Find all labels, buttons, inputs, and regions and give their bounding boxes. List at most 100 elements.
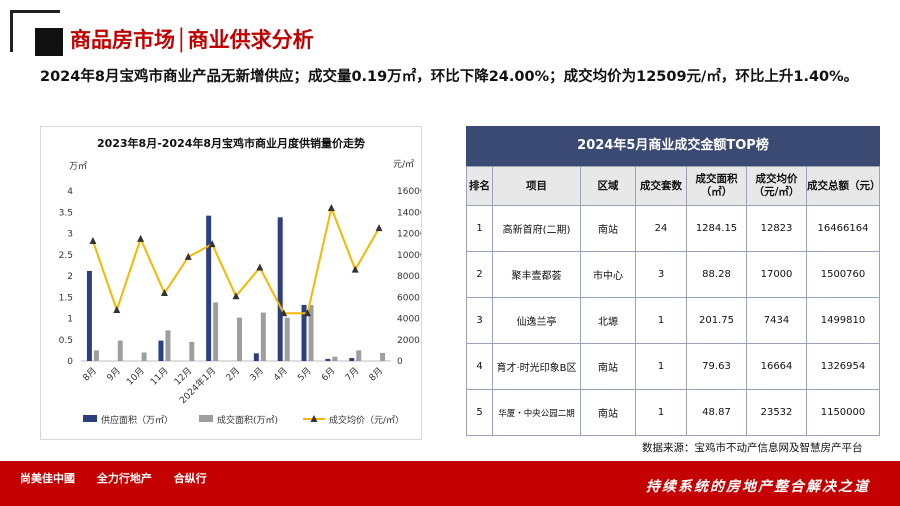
header-avg-price: 成交均价（元/㎡） (746, 166, 807, 206)
point-avg-price (208, 240, 216, 248)
footer-bar (0, 461, 900, 506)
y-right-tick-label: 6000 (397, 293, 420, 303)
bar-supply (158, 340, 164, 361)
bar-sales (380, 352, 386, 361)
bar-supply (325, 358, 331, 361)
cell-area: 48.87 (686, 389, 747, 436)
cell-district: 南站 (580, 205, 636, 252)
point-avg-price (113, 306, 121, 313)
x-tick-label: 5月 (295, 365, 313, 383)
footer-logos: 尚美佳中國 全力行地产 合纵行 (20, 470, 225, 486)
bar-sales (260, 312, 266, 361)
data-source-note: 数据来源：宝鸡市不动产信息网及智慧房产平台 (642, 442, 863, 454)
point-avg-price (327, 204, 335, 211)
point-avg-price (89, 236, 97, 244)
y-left-tick-label: 2.5 (59, 251, 73, 261)
cell-district: 南站 (580, 389, 636, 436)
table-row: 1 高新首府(二期) 南站 24 1284.15 12823 16466164 (466, 205, 880, 252)
corner-decoration (10, 10, 60, 13)
cell-project: 育才·时光印象B区 (492, 343, 581, 390)
cell-district: 北塬 (580, 297, 636, 344)
y-left-tick-label: 3 (67, 230, 73, 240)
table-row: 2 聚丰壹都荟 市中心 3 88.28 17000 1500760 (466, 251, 880, 298)
bar-supply (253, 353, 259, 361)
cell-area: 201.75 (686, 297, 747, 344)
cell-area: 88.28 (686, 251, 747, 298)
x-tick-label: 8月 (81, 365, 99, 383)
y-right-tick-label: 14000 (397, 208, 421, 218)
cell-units: 1 (635, 343, 687, 390)
legend-label-supply: 供应面积（万㎡） (101, 414, 173, 426)
bar-sales (213, 302, 219, 361)
point-avg-price (160, 289, 168, 296)
y-right-tick-label: 10000 (397, 251, 421, 261)
cell-project: 华厦・中央公园二期 (492, 389, 581, 436)
y-left-tick-label: 2 (67, 272, 73, 282)
top-sales-table-panel: 2024年5月商业成交金额TOP榜 排名 项目 区域 成交套数 成交面积（㎡） … (466, 126, 881, 436)
logo-quanlixing: 全力行地产 (96, 472, 152, 485)
chart-panel: 2023年8月-2024年8月宝鸡市商业月度供销量价走势 万㎡ 元/㎡ 0 0.5 1 1.… (40, 126, 422, 440)
x-tick-label: 6月 (319, 365, 337, 383)
x-tick-label: 11月 (148, 365, 170, 387)
point-avg-price (232, 292, 240, 300)
bar-supply (206, 215, 212, 361)
y-right-tick-label: 8000 (397, 272, 420, 282)
headline-summary: 2024年8月宝鸡市商业产品无新增供应；成交量0.19万㎡，环比下降24.00%… (40, 69, 859, 85)
table-row: 3 仙逸兰亭 北塬 1 201.75 7434 1499810 (466, 297, 880, 344)
cell-rank: 1 (466, 205, 493, 252)
x-tick-label: 2月 (224, 365, 242, 383)
bar-sales (189, 341, 195, 361)
legend-label-sales: 成交面积(万㎡) (217, 414, 278, 426)
bar-sales (93, 350, 99, 361)
cell-district: 市中心 (580, 251, 636, 298)
x-tick-label: 4月 (272, 365, 290, 383)
cell-project: 聚丰壹都荟 (492, 251, 581, 298)
cell-project: 高新首府(二期) (492, 205, 581, 252)
cell-rank: 5 (466, 389, 493, 436)
header-district: 区域 (580, 166, 636, 206)
bar-sales (237, 317, 242, 361)
point-avg-price (256, 263, 264, 271)
bar-supply (277, 217, 283, 361)
cell-avg-price: 16664 (746, 343, 807, 390)
cell-area: 79.63 (686, 343, 747, 390)
y-right-tick-label: 12000 (397, 230, 421, 240)
bar-supply (349, 358, 355, 361)
cell-area: 1284.15 (686, 205, 747, 252)
cell-total: 1500760 (806, 251, 880, 298)
page-title: 商品房市场│商业供求分析 (70, 28, 314, 52)
cell-rank: 3 (466, 297, 493, 344)
x-tick-label: 9月 (105, 365, 123, 383)
y-right-tick-label: 2000 (397, 336, 420, 346)
table-row: 4 育才·时光印象B区 南站 1 79.63 16664 1326954 (466, 343, 880, 390)
x-tick-label: 7月 (343, 365, 361, 383)
y-left-tick-label: 1 (67, 315, 73, 325)
cell-rank: 4 (466, 343, 493, 390)
cell-project: 仙逸兰亭 (492, 297, 581, 344)
header-area: 成交面积（㎡） (686, 166, 747, 206)
bar-sales (141, 352, 147, 361)
logo-hezongxing: 合纵行 (173, 472, 207, 485)
corner-decoration (10, 10, 13, 52)
table-row: 5 华厦・中央公园二期 南站 1 48.87 23532 1150000 (466, 389, 880, 436)
y-left-tick-label: 1.5 (59, 293, 73, 303)
x-tick-label: 12月 (172, 365, 194, 387)
cell-avg-price: 17000 (746, 251, 807, 298)
point-avg-price (375, 224, 383, 232)
y-left-unit-label: 万㎡ (69, 161, 87, 172)
y-right-unit-label: 元/㎡ (393, 159, 414, 170)
y-right-tick-label: 0 (397, 357, 403, 367)
point-avg-price (184, 252, 192, 260)
chart-title: 2023年8月-2024年8月宝鸡市商业月度供销量价走势 (97, 136, 365, 150)
bar-sales (332, 356, 338, 361)
y-right-tick-label: 4000 (397, 315, 420, 325)
bar-sales (308, 304, 314, 361)
x-tick-label: 8月 (367, 365, 385, 383)
y-right-tick-label: 16000 (397, 187, 421, 197)
header-units: 成交套数 (635, 166, 687, 206)
legend-marker-price (310, 415, 318, 422)
top-sales-table: 2024年5月商业成交金额TOP榜 排名 项目 区域 成交套数 成交面积（㎡） … (466, 126, 881, 436)
cell-units: 3 (635, 251, 687, 298)
point-avg-price (304, 309, 312, 317)
